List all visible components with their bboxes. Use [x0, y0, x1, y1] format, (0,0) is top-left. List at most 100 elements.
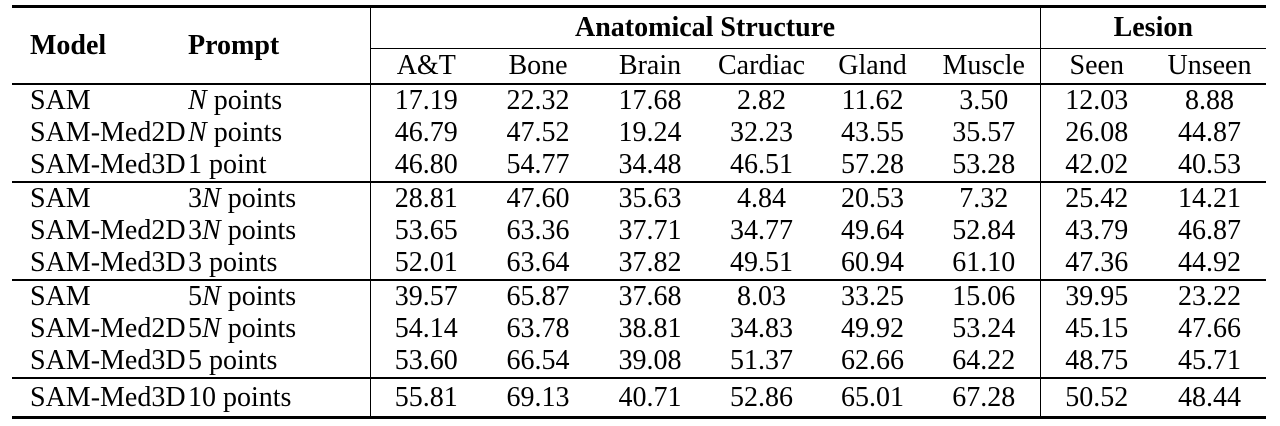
value-cell: 52.84: [952, 215, 1016, 246]
column-header-brain: Brain: [594, 48, 706, 85]
value-cell: 43.79: [1039, 215, 1153, 247]
value-cell: 63.36: [506, 215, 570, 246]
value-cell: 2.82: [737, 85, 786, 116]
value-cell: 12.03: [1039, 84, 1153, 117]
value-cell: 39.57: [369, 279, 482, 313]
value-cell: 53.28: [952, 149, 1016, 180]
prompt-cell: 5 points: [188, 345, 278, 376]
value-cell: 45.15: [1039, 313, 1153, 345]
value-cell: 4.84: [706, 181, 817, 215]
italic-n: N: [188, 117, 207, 148]
value-cell: 54.14: [369, 313, 482, 345]
value-cell: 38.81: [618, 313, 682, 344]
value-cell: 49.92: [841, 313, 904, 344]
value-cell: 44.87: [1178, 117, 1241, 148]
value-cell: 47.60: [482, 181, 594, 215]
value-cell: 49.64: [841, 215, 904, 246]
value-cell: 53.24: [952, 313, 1016, 344]
column-header-unseen: Unseen: [1153, 48, 1267, 85]
table-row: SAM 5N points 39.57 65.87 37.68 8.03 33.25 15.0…: [12, 279, 1267, 313]
table-row: SAM-Med2D 3N points 53.65 63.36 37.71 34.77 49…: [12, 215, 1266, 247]
model-cell: SAM-Med3D: [30, 149, 186, 180]
value-cell: 57.28: [841, 149, 904, 180]
value-cell: 34.48: [618, 149, 682, 180]
value-cell: 23.22: [1153, 279, 1267, 313]
italic-n: N: [188, 85, 207, 116]
value-cell: 42.02: [1039, 149, 1153, 182]
column-header-gland: Gland: [817, 48, 928, 85]
model-cell: SAM-Med3D: [12, 377, 188, 418]
value-cell: 17.68: [618, 85, 682, 116]
table-row: SAM-Med2D 5N points 54.14 63.78 38.81 34.83 49…: [12, 313, 1266, 345]
model-cell: SAM-Med2D: [30, 215, 186, 246]
value-cell: 51.37: [730, 345, 793, 376]
value-cell: 17.19: [369, 84, 482, 117]
value-cell: 22.32: [506, 85, 570, 116]
value-cell: 63.78: [506, 313, 570, 344]
value-cell: 8.03: [706, 279, 817, 313]
prompt-cell: N points: [188, 117, 283, 148]
italic-n: N: [202, 281, 221, 312]
model-cell: SAM: [12, 279, 188, 313]
value-cell: 69.13: [482, 377, 594, 418]
value-cell: 14.21: [1153, 181, 1267, 215]
model-cell: SAM-Med3D: [30, 345, 186, 376]
value-cell: 47.36: [1039, 247, 1153, 280]
value-cell: 44.92: [1178, 247, 1241, 278]
model-cell: SAM-Med2D: [30, 117, 186, 148]
italic-n: N: [202, 215, 221, 246]
value-cell: 54.77: [506, 149, 570, 180]
value-cell: 50.52: [1039, 377, 1153, 418]
value-cell: 34.77: [730, 215, 793, 246]
value-cell: 66.54: [506, 345, 570, 376]
value-cell: 15.06: [928, 279, 1040, 313]
column-header-seen: Seen: [1039, 48, 1153, 85]
value-cell: 65.87: [482, 279, 594, 313]
value-cell: 61.10: [952, 247, 1016, 278]
value-cell: 48.75: [1039, 345, 1153, 378]
value-cell: 37.71: [618, 215, 682, 246]
value-cell: 45.71: [1178, 345, 1241, 376]
value-cell: 32.23: [730, 117, 793, 148]
value-cell: 53.60: [369, 345, 482, 378]
model-cell: SAM-Med3D: [30, 247, 186, 278]
value-cell: 46.80: [369, 149, 482, 182]
column-header-prompt: Prompt: [188, 6, 370, 85]
header-row-groups: Model Prompt Anatomical Structure Lesion: [12, 6, 1267, 85]
header-row-subcolumns: A&T Bone Brain Cardiac Gland Muscle Seen Unseen: [12, 48, 1267, 85]
prompt-cell: 10 points: [188, 377, 370, 418]
value-cell: 52.01: [369, 247, 482, 280]
prompt-cell: 3N points: [188, 181, 370, 215]
value-cell: 43.55: [841, 117, 904, 148]
value-cell: 60.94: [841, 247, 904, 278]
column-header-a-t: A&T: [369, 48, 482, 85]
value-cell: 20.53: [817, 181, 928, 215]
table-row: SAM-Med3D 1 point 46.80 54.77 34.48 46.51 57.2…: [12, 149, 1266, 182]
table-body: SAM N points 17.19 22.32 17.68 2.82 11.62 3.50 1…: [12, 84, 1267, 418]
column-header-model: Model: [12, 6, 188, 85]
value-cell: 49.51: [730, 247, 793, 278]
value-cell: 34.83: [730, 313, 793, 344]
value-cell: 7.32: [928, 181, 1040, 215]
prompt-cell: 3N points: [188, 215, 297, 246]
prompt-cell: 5N points: [188, 279, 370, 313]
prompt-cell: N points: [188, 85, 283, 116]
table-header: Model Prompt Anatomical Structure Lesion…: [12, 6, 1267, 85]
value-cell: 53.65: [369, 215, 482, 247]
value-cell: 35.57: [952, 117, 1016, 148]
model-cell: SAM: [12, 181, 188, 215]
results-table: Model Prompt Anatomical Structure Lesion…: [12, 5, 1267, 419]
value-cell: 39.95: [1039, 279, 1153, 313]
value-cell: 26.08: [1039, 117, 1153, 149]
value-cell: 3.50: [959, 85, 1009, 116]
value-cell: 46.79: [369, 117, 482, 149]
value-cell: 28.81: [369, 181, 482, 215]
table-row: SAM N points 17.19 22.32 17.68 2.82 11.62 3.50 1…: [12, 84, 1266, 117]
model-cell: SAM: [30, 85, 91, 116]
value-cell: 48.44: [1153, 377, 1267, 418]
column-group-lesion: Lesion: [1039, 6, 1267, 49]
value-cell: 47.52: [506, 117, 570, 148]
value-cell: 37.82: [618, 247, 682, 278]
value-cell: 8.88: [1185, 85, 1234, 116]
